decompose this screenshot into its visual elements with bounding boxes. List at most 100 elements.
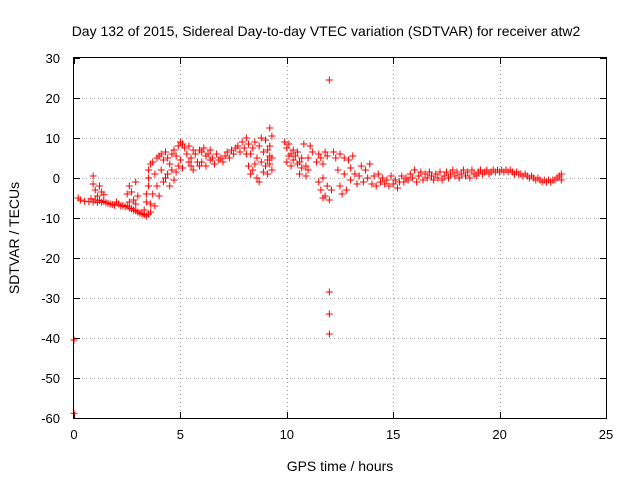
data-point: [153, 182, 161, 190]
data-point: [408, 174, 416, 182]
data-point: [125, 198, 133, 206]
data-point: [359, 178, 367, 186]
data-point: [132, 207, 140, 215]
data-point: [172, 152, 180, 160]
data-point: [255, 142, 263, 150]
data-point: [213, 150, 221, 158]
data-point: [185, 142, 193, 150]
data-point: [462, 172, 470, 180]
data-point: [89, 180, 97, 188]
data-point: [162, 148, 170, 156]
data-point: [259, 148, 267, 156]
data-point: [196, 162, 204, 170]
data-point: [251, 160, 259, 168]
data-point: [389, 180, 397, 188]
data-point: [445, 174, 453, 182]
data-point: [91, 186, 99, 194]
data-point: [264, 156, 272, 164]
data-point: [283, 144, 291, 152]
data-point: [93, 192, 101, 200]
data-point: [476, 166, 484, 174]
data-point: [349, 152, 357, 160]
data-point: [249, 166, 257, 174]
data-point: [432, 170, 440, 178]
data-point: [451, 172, 459, 180]
data-point: [76, 196, 84, 204]
data-point: [247, 150, 255, 158]
data-point: [144, 182, 152, 190]
data-point: [400, 178, 408, 186]
data-point: [191, 150, 199, 158]
data-point: [347, 164, 355, 172]
data-point: [368, 180, 376, 188]
data-point: [313, 158, 321, 166]
data-point: [187, 154, 195, 162]
data-point: [323, 152, 331, 160]
x-tick-labels: 0 5 10 15 20 25: [70, 427, 613, 442]
data-point: [459, 166, 467, 174]
data-point: [317, 186, 325, 194]
data-point: [168, 150, 176, 158]
axis-ticks: [74, 58, 607, 419]
data-point: [253, 154, 261, 162]
data-point: [164, 170, 172, 178]
data-point: [298, 154, 306, 162]
data-point: [387, 172, 395, 180]
data-point: [281, 138, 289, 146]
data-point: [264, 170, 272, 178]
data-point: [125, 182, 133, 190]
x-axis-label: GPS time / hours: [287, 458, 394, 474]
y-tick-label: -50: [41, 371, 60, 386]
data-point: [266, 142, 274, 150]
data-point: [198, 158, 206, 166]
data-point: [332, 154, 340, 162]
data-point: [223, 148, 231, 156]
data-point: [230, 150, 238, 158]
data-point: [464, 168, 472, 176]
y-tick-label: 20: [46, 91, 60, 106]
data-point: [179, 140, 187, 148]
data-point: [162, 174, 170, 182]
x-tick-label: 25: [599, 427, 613, 442]
data-point: [419, 176, 427, 184]
data-point: [257, 158, 265, 166]
data-point: [253, 174, 261, 182]
data-point: [189, 166, 197, 174]
data-point: [210, 160, 218, 168]
data-point: [89, 172, 97, 180]
data-point: [289, 146, 297, 154]
data-point: [468, 166, 476, 174]
data-point: [151, 170, 159, 178]
data-point: [185, 158, 193, 166]
data-point: [100, 191, 108, 199]
data-point: [351, 170, 359, 178]
data-point: [362, 166, 370, 174]
data-point: [327, 186, 335, 194]
data-point: [255, 178, 263, 186]
data-point: [300, 140, 308, 148]
data-point: [287, 150, 295, 158]
plot-frame: [73, 57, 607, 419]
data-point: [132, 178, 140, 186]
data-point: [187, 162, 195, 170]
data-point: [483, 166, 491, 174]
data-point: [144, 210, 152, 218]
data-point: [404, 176, 412, 184]
data-point: [385, 182, 393, 190]
data-point: [236, 148, 244, 156]
data-point: [123, 202, 131, 210]
data-point: [434, 174, 442, 182]
data-point: [87, 195, 95, 203]
data-point: [266, 124, 274, 132]
y-tick-label: 30: [46, 51, 60, 66]
data-point: [325, 310, 333, 318]
data-point: [391, 176, 399, 184]
x-tick-label: 0: [70, 427, 77, 442]
data-point: [338, 190, 346, 198]
data-point: [219, 158, 227, 166]
data-point: [155, 192, 163, 200]
data-point: [323, 182, 331, 190]
data-point: [425, 168, 433, 176]
data-point: [234, 142, 242, 150]
data-point: [330, 148, 338, 156]
